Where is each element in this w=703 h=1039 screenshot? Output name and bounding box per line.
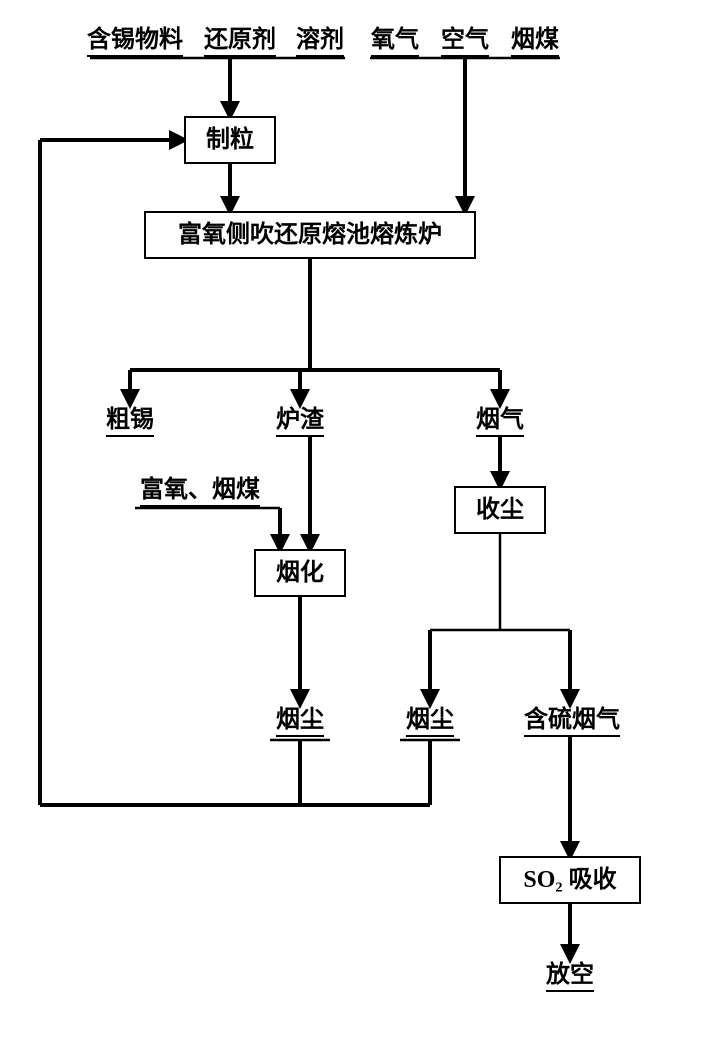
svg-text:烟气: 烟气	[476, 405, 524, 433]
svg-text:含锡物料: 含锡物料	[87, 25, 183, 53]
node-so2_absorb: SO₂ 吸收	[500, 857, 640, 903]
node-in_material: 含锡物料	[87, 25, 183, 56]
node-in_oxygen: 氧气	[371, 25, 419, 56]
svg-text:制粒: 制粒	[206, 125, 254, 153]
node-granulation: 制粒	[185, 117, 275, 163]
svg-text:空气: 空气	[441, 25, 489, 53]
svg-text:炉渣: 炉渣	[276, 406, 325, 433]
svg-text:粗锡: 粗锡	[106, 405, 154, 433]
svg-text:烟煤: 烟煤	[511, 26, 559, 53]
node-dust2: 烟尘	[406, 706, 454, 736]
svg-text:放空: 放空	[545, 960, 594, 988]
svg-text:SO₂ 吸收: SO₂ 吸收	[523, 866, 616, 893]
node-in_coal: 烟煤	[511, 26, 559, 56]
node-enriched_coal: 富氧、烟煤	[140, 475, 260, 506]
node-in_air: 空气	[441, 25, 489, 56]
svg-text:含硫烟气: 含硫烟气	[524, 705, 620, 733]
svg-text:烟尘: 烟尘	[276, 706, 324, 733]
node-release: 放空	[545, 960, 594, 991]
svg-text:收尘: 收尘	[476, 496, 524, 523]
svg-text:烟化: 烟化	[276, 558, 324, 586]
node-sulfur_gas: 含硫烟气	[524, 705, 620, 736]
node-in_reductant: 还原剂	[204, 25, 276, 56]
process-flowchart: 含锡物料还原剂溶剂氧气空气烟煤制粒富氧侧吹还原熔池熔炼炉粗锡 炉渣 烟气富氧、烟煤收…	[0, 0, 703, 1039]
node-furnace: 富氧侧吹还原熔池熔炼炉	[145, 212, 475, 258]
node-dust_collect: 收尘	[455, 487, 545, 533]
svg-text:溶剂: 溶剂	[296, 25, 344, 53]
svg-text:富氧侧吹还原熔池熔炼炉: 富氧侧吹还原熔池熔炼炉	[178, 220, 442, 248]
svg-text:氧气: 氧气	[371, 25, 419, 53]
svg-text:烟尘: 烟尘	[406, 706, 454, 733]
node-flue_gas: 烟气	[476, 405, 524, 436]
node-slag: 炉渣	[276, 406, 325, 436]
svg-text:富氧、烟煤: 富氧、烟煤	[140, 475, 260, 503]
node-fuming: 烟化	[255, 550, 345, 596]
node-in_solvent: 溶剂	[296, 25, 344, 56]
svg-text:还原剂: 还原剂	[204, 25, 276, 53]
node-crude_tin: 粗锡	[106, 405, 154, 436]
node-dust1: 烟尘	[276, 706, 324, 736]
